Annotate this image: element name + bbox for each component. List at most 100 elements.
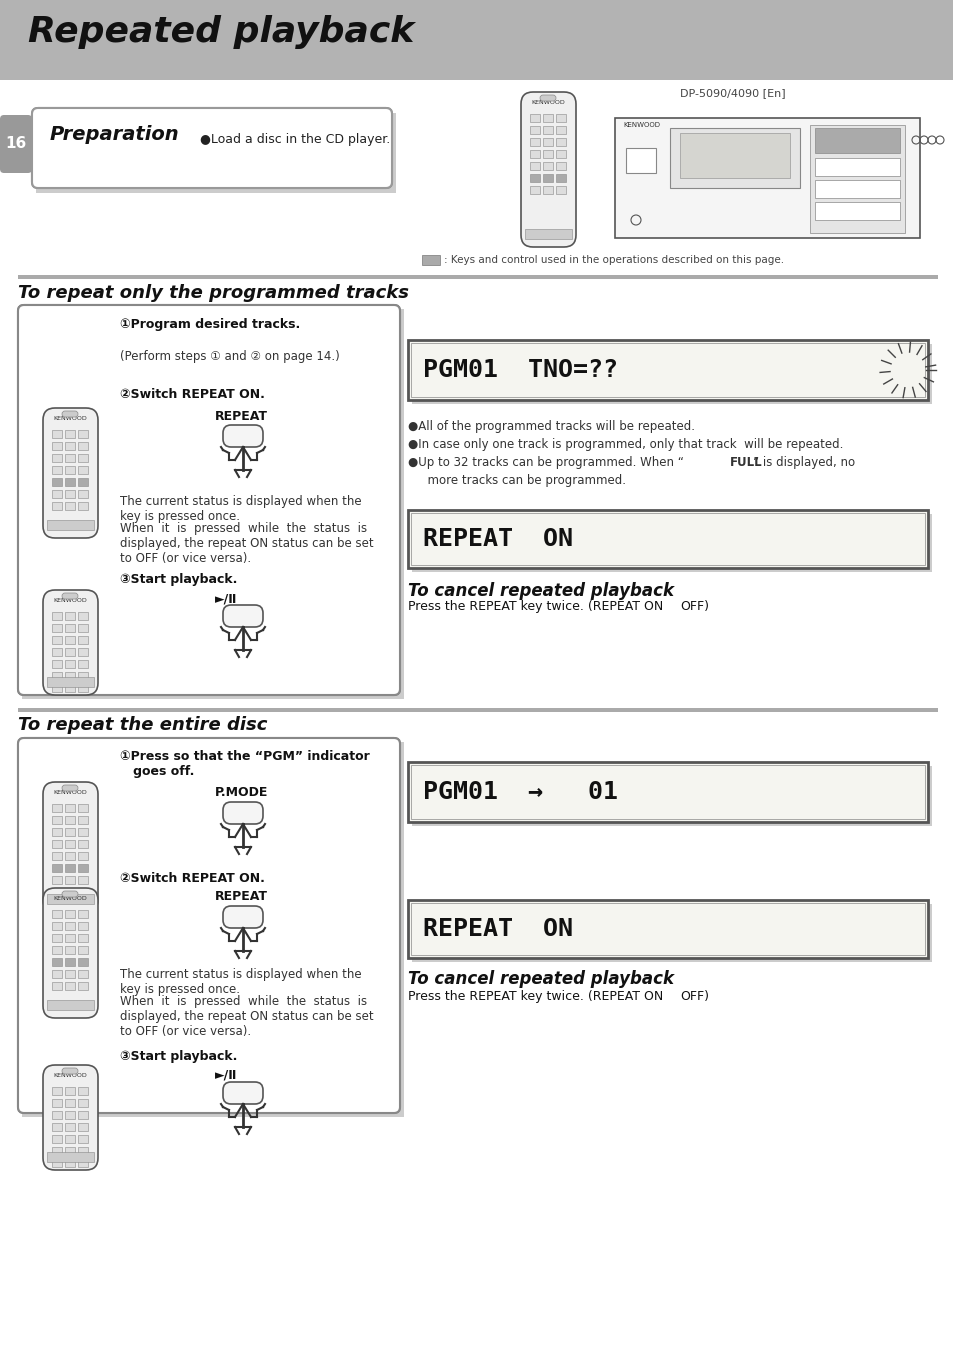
Bar — [524, 230, 572, 239]
Bar — [78, 946, 88, 954]
Bar — [52, 490, 62, 499]
Text: ①Program desired tracks.: ①Program desired tracks. — [120, 317, 300, 331]
FancyBboxPatch shape — [223, 605, 263, 627]
Bar — [78, 684, 88, 692]
Text: PGM01  TNO=??: PGM01 TNO=?? — [422, 358, 618, 382]
Bar — [530, 174, 539, 182]
Bar — [78, 840, 88, 848]
Bar — [78, 958, 88, 966]
FancyBboxPatch shape — [520, 92, 576, 247]
Bar — [542, 186, 553, 195]
Bar — [52, 852, 62, 861]
Bar — [65, 911, 75, 917]
Bar — [530, 126, 539, 134]
Text: ③Start playback.: ③Start playback. — [120, 1050, 237, 1063]
Bar — [52, 970, 62, 978]
Text: KENWOOD: KENWOOD — [531, 100, 564, 105]
Text: KENWOOD: KENWOOD — [53, 1073, 87, 1078]
Bar — [78, 804, 88, 812]
Bar — [52, 684, 62, 692]
Bar — [65, 671, 75, 680]
Bar — [65, 958, 75, 966]
Bar — [65, 612, 75, 620]
Bar — [809, 126, 904, 232]
Bar — [411, 765, 924, 819]
Bar — [78, 921, 88, 929]
Bar — [52, 1159, 62, 1167]
Text: ③Start playback.: ③Start playback. — [120, 573, 237, 586]
Bar — [78, 454, 88, 462]
Bar — [542, 113, 553, 122]
Text: REPEAT: REPEAT — [214, 409, 268, 423]
Bar — [78, 911, 88, 917]
Bar — [65, 648, 75, 657]
FancyBboxPatch shape — [18, 738, 399, 1113]
Text: To repeat the entire disc: To repeat the entire disc — [18, 716, 267, 734]
Bar — [65, 442, 75, 450]
Bar — [65, 624, 75, 632]
Bar — [65, 970, 75, 978]
Text: The current status is displayed when the
key is pressed once.: The current status is displayed when the… — [120, 969, 361, 996]
Text: ②Switch REPEAT ON.: ②Switch REPEAT ON. — [120, 871, 265, 885]
Text: OFF): OFF) — [679, 600, 708, 613]
Bar — [52, 612, 62, 620]
FancyBboxPatch shape — [43, 782, 98, 912]
Text: KENWOOD: KENWOOD — [53, 896, 87, 901]
Bar — [52, 934, 62, 942]
Bar — [556, 113, 565, 122]
Bar — [530, 162, 539, 170]
Text: To cancel repeated playback: To cancel repeated playback — [408, 582, 673, 600]
Text: FULL: FULL — [729, 457, 761, 469]
Text: PGM01  →   01: PGM01 → 01 — [422, 780, 618, 804]
Text: When  it  is  pressed  while  the  status  is
displayed, the repeat ON status ca: When it is pressed while the status is d… — [120, 521, 374, 565]
Bar — [65, 828, 75, 836]
Bar — [78, 661, 88, 667]
Bar — [556, 186, 565, 195]
Text: ②Switch REPEAT ON.: ②Switch REPEAT ON. — [120, 388, 265, 401]
Bar — [52, 804, 62, 812]
Bar — [542, 174, 553, 182]
Bar — [65, 875, 75, 884]
Text: KENWOOD: KENWOOD — [53, 790, 87, 794]
FancyBboxPatch shape — [223, 907, 263, 928]
Bar — [78, 612, 88, 620]
Bar — [52, 865, 62, 871]
Bar — [65, 1147, 75, 1155]
Bar — [52, 1111, 62, 1119]
Bar — [78, 1123, 88, 1131]
Bar — [36, 113, 395, 193]
Bar — [65, 636, 75, 644]
Bar — [65, 684, 75, 692]
FancyBboxPatch shape — [43, 1065, 98, 1170]
Text: ●Up to 32 tracks can be programmed. When “: ●Up to 32 tracks can be programmed. When… — [408, 457, 683, 469]
Bar — [52, 503, 62, 509]
FancyBboxPatch shape — [43, 408, 98, 538]
Text: ●In case only one track is programmed, only that track  will be repeated.: ●In case only one track is programmed, o… — [408, 438, 842, 451]
Bar — [65, 816, 75, 824]
Bar — [78, 828, 88, 836]
Bar — [78, 636, 88, 644]
Bar — [65, 865, 75, 871]
Bar — [47, 894, 94, 904]
Text: REPEAT  ON: REPEAT ON — [422, 917, 573, 942]
Bar — [408, 900, 927, 958]
Bar — [408, 340, 927, 400]
Bar — [814, 203, 899, 220]
Bar — [0, 0, 953, 80]
Bar — [669, 128, 800, 188]
Text: more tracks can be programmed.: more tracks can be programmed. — [419, 474, 625, 486]
FancyBboxPatch shape — [62, 1069, 78, 1074]
Bar — [556, 174, 565, 182]
Bar — [65, 430, 75, 438]
Bar — [65, 503, 75, 509]
Bar — [65, 1123, 75, 1131]
Bar — [556, 162, 565, 170]
Bar — [615, 118, 919, 238]
Bar — [52, 828, 62, 836]
Bar — [22, 742, 403, 1117]
Bar — [78, 1159, 88, 1167]
Bar — [65, 490, 75, 499]
Bar — [411, 513, 924, 565]
FancyBboxPatch shape — [62, 593, 78, 598]
Bar — [52, 624, 62, 632]
